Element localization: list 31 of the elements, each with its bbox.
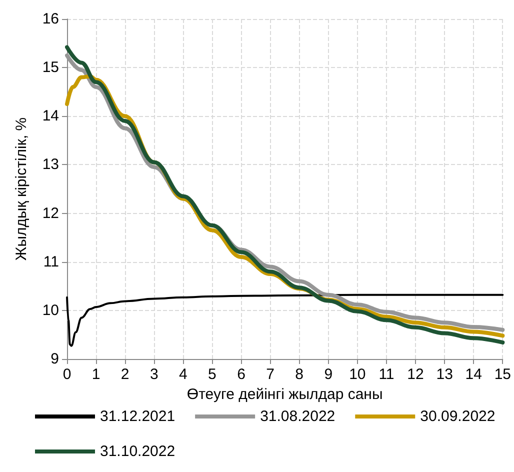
y-tick-label: 15 xyxy=(42,59,59,76)
x-tick-label: 8 xyxy=(295,366,304,383)
x-tick-label: 14 xyxy=(465,366,482,383)
legend-label: 31.12.2021 xyxy=(100,408,176,425)
x-tick-label: 10 xyxy=(349,366,366,383)
y-axis-title: Жылдық кірістілік, % xyxy=(13,117,30,261)
x-tick-label: 6 xyxy=(237,366,246,383)
legend-label: 31.08.2022 xyxy=(260,408,336,425)
x-tick-label: 11 xyxy=(378,366,394,383)
x-tick-label: 3 xyxy=(150,366,158,383)
x-tick-label: 4 xyxy=(179,366,188,383)
y-tick-label: 11 xyxy=(43,253,59,270)
y-tick-label: 9 xyxy=(50,350,59,368)
line-series xyxy=(66,294,504,347)
x-tick-label: 2 xyxy=(120,366,130,383)
x-tick-label: 9 xyxy=(324,366,333,383)
x-tick-label: 7 xyxy=(266,366,274,383)
y-tick-label: 16 xyxy=(42,10,59,28)
x-tick-label: 15 xyxy=(494,366,511,383)
x-tick-label: 0 xyxy=(62,366,72,383)
x-axis-title: Өтеуге дейінгі жылдар саны xyxy=(186,386,383,403)
y-tick-label: 14 xyxy=(42,108,59,125)
x-tick-label: 5 xyxy=(208,366,216,383)
x-tick-label: 1 xyxy=(92,366,100,383)
x-tick-label: 12 xyxy=(407,366,424,383)
legend-label: 30.09.2022 xyxy=(420,408,496,425)
y-tick-label: 12 xyxy=(42,204,59,222)
y-tick-label: 13 xyxy=(42,156,59,174)
legend-label: 31.10.2022 xyxy=(100,443,176,460)
x-tick-label: 13 xyxy=(436,366,453,383)
y-tick-label: 10 xyxy=(42,302,59,319)
